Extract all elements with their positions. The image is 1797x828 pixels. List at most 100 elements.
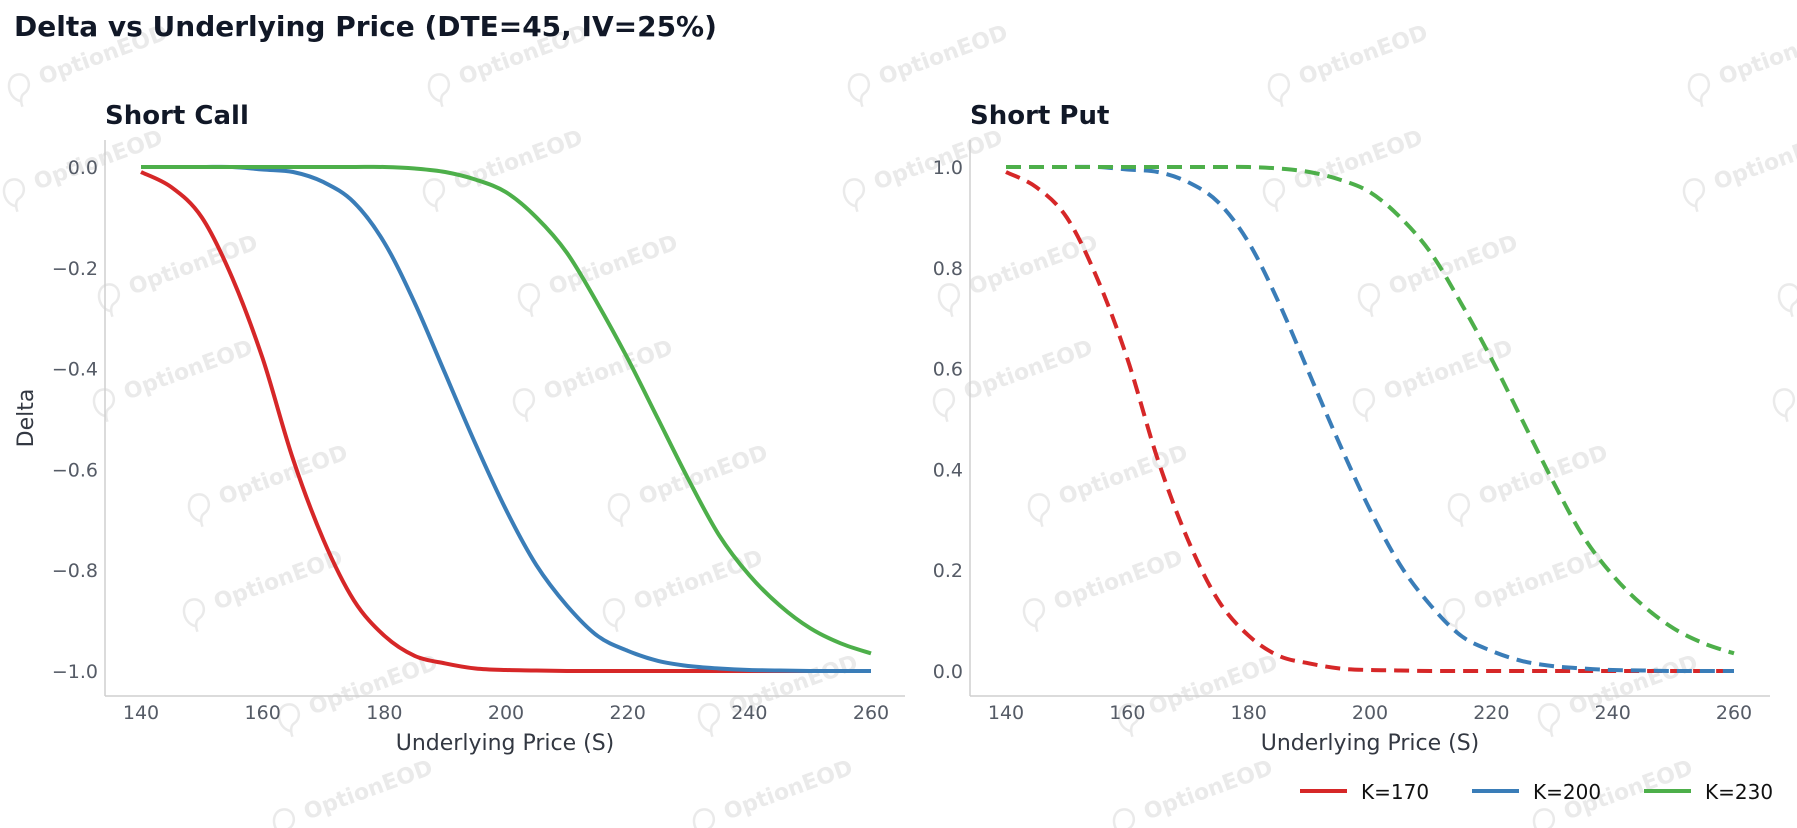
watermark-logo-icon <box>1117 703 1141 738</box>
short-put-x-tick-label: 220 <box>1473 702 1509 724</box>
watermark-logo-icon <box>512 388 536 423</box>
watermark-text: OptionEOD <box>1141 756 1277 826</box>
watermark: OptionEOD <box>1112 756 1277 828</box>
watermark-logo-icon <box>422 178 446 213</box>
short-put-x-tick-label: 140 <box>988 702 1024 724</box>
short-call-y-ticks: 0.0 −0.2 −0.4 −0.6 −0.8 −1.0 <box>52 157 98 683</box>
short-put-x-tick-label: 240 <box>1595 702 1631 724</box>
watermark-logo-icon <box>2 178 26 213</box>
watermark-logo-icon <box>607 493 631 528</box>
watermark-logo-icon <box>847 73 871 108</box>
short-put-y-tick-label: 0.2 <box>933 560 963 582</box>
watermark-logo-icon <box>1772 388 1796 423</box>
watermark: OptionEOD <box>1442 546 1607 633</box>
watermark-text: OptionEOD <box>126 231 262 301</box>
short-call-y-tick-label: 0.0 <box>68 157 98 179</box>
figure-title: Delta vs Underlying Price (DTE=45, IV=25… <box>14 10 717 43</box>
watermark: OptionEOD <box>182 546 346 633</box>
watermark-text: OptionEOD <box>1471 546 1607 616</box>
watermark-logo-icon <box>427 73 451 108</box>
short-call-x-tick-label: 140 <box>123 702 159 724</box>
watermark-logo-icon <box>517 283 541 318</box>
watermark: OptionEOD <box>1027 441 1191 528</box>
watermark: OptionEOD <box>1447 441 1612 528</box>
watermark-logo-icon <box>92 388 116 423</box>
legend-label: K=230 <box>1705 780 1773 804</box>
short-put-x-label: Underlying Price (S) <box>1261 731 1480 756</box>
watermark: OptionEOD <box>272 756 437 828</box>
watermark: OptionEOD <box>842 126 1006 213</box>
watermark-logo-icon <box>1442 598 1466 633</box>
short-put-panel: Short Put 140 160 180 200 220 240 260 1.0 0.8 0.… <box>933 101 1770 756</box>
short-call-y-tick-label: −0.6 <box>52 459 98 481</box>
watermark: OptionEOD <box>1267 21 1432 108</box>
watermark-logo-icon <box>1532 808 1556 828</box>
watermark-logo-icon <box>697 703 721 738</box>
watermark-logo-icon <box>1022 598 1046 633</box>
short-call-line-k230 <box>141 164 872 656</box>
watermark: OptionEOD <box>1357 231 1521 318</box>
short-put-line-k230 <box>1006 164 1735 656</box>
legend-item-k200: K=200 <box>1472 780 1601 804</box>
watermark: OptionEOD <box>1352 336 1516 423</box>
short-call-line-k200 <box>141 164 871 674</box>
watermark-logo-icon <box>932 388 956 423</box>
watermark-text: OptionEOD <box>876 21 1012 91</box>
watermark-logo-icon <box>1112 808 1136 828</box>
short-call-x-tick-label: 160 <box>245 702 281 724</box>
watermark-text: OptionEOD <box>1566 651 1702 721</box>
short-put-y-tick-label: 0.0 <box>933 661 963 683</box>
watermark: OptionEOD <box>1682 126 1797 213</box>
watermark: OptionEOD <box>692 756 857 828</box>
short-put-x-tick-label: 160 <box>1109 702 1145 724</box>
legend-label: K=170 <box>1361 780 1429 804</box>
short-put-x-tick-label: 200 <box>1352 702 1388 724</box>
watermark-text: OptionEOD <box>1296 21 1432 91</box>
short-put-y-tick-label: 1.0 <box>933 157 963 179</box>
watermark-logo-icon <box>842 178 866 213</box>
short-call-y-tick-label: −0.8 <box>52 560 98 582</box>
watermark: OptionEOD <box>1537 651 1702 738</box>
watermark-text: OptionEOD <box>721 756 857 826</box>
short-put-line-k200 <box>1006 164 1734 674</box>
watermark-text: OptionEOD <box>541 336 677 406</box>
watermark-text: OptionEOD <box>301 756 437 826</box>
watermark-text: OptionEOD <box>1476 441 1612 511</box>
watermark: OptionEOD <box>1022 546 1186 633</box>
watermark: OptionEOD <box>602 546 766 633</box>
watermark-logo-icon <box>1447 493 1471 528</box>
watermark-text: OptionEOD <box>1716 21 1797 91</box>
watermark-logo-icon <box>692 808 716 828</box>
watermark-logo-icon <box>937 283 961 318</box>
watermark-logo-icon <box>1687 73 1711 108</box>
short-put-y-ticks: 1.0 0.8 0.6 0.4 0.2 0.0 <box>933 157 963 683</box>
watermark: OptionEOD <box>1117 651 1281 738</box>
short-put-x-ticks: 140 160 180 200 220 240 260 <box>988 702 1752 724</box>
watermark-text: OptionEOD <box>546 231 682 301</box>
watermark-logo-icon <box>182 598 206 633</box>
watermark-logo-icon <box>1352 388 1376 423</box>
watermark-text: OptionEOD <box>636 441 772 511</box>
watermark-logo-icon <box>272 808 296 828</box>
watermark-logo-icon <box>1267 73 1291 108</box>
short-call-y-tick-label: −1.0 <box>52 661 98 683</box>
short-put-y-tick-label: 0.4 <box>933 459 963 481</box>
watermark-logo-icon <box>187 493 211 528</box>
watermark-text: OptionEOD <box>216 441 352 511</box>
watermark: OptionEOD <box>697 651 861 738</box>
watermark-logo-icon <box>1357 283 1381 318</box>
watermark: OptionEOD <box>92 336 256 423</box>
watermark-text: OptionEOD <box>451 126 587 196</box>
short-put-line-k170 <box>1005 170 1734 674</box>
watermark-text: OptionEOD <box>961 336 1097 406</box>
watermark-text: OptionEOD <box>31 126 167 196</box>
short-call-y-tick-label: −0.4 <box>52 359 98 381</box>
legend: K=170 K=200 K=230 <box>1300 780 1773 804</box>
watermark: OptionEOD <box>187 441 352 528</box>
short-put-x-tick-label: 260 <box>1716 702 1752 724</box>
short-put-y-tick-label: 0.8 <box>933 258 963 280</box>
short-put-lines <box>1005 164 1735 674</box>
short-call-y-label: Delta <box>14 389 39 448</box>
short-call-x-tick-label: 200 <box>488 702 524 724</box>
